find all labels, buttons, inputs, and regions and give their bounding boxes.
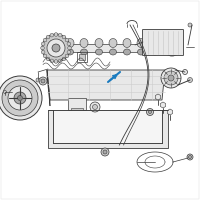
Circle shape [148,110,152,114]
Circle shape [146,108,154,116]
Polygon shape [48,110,168,148]
Circle shape [68,46,71,50]
Circle shape [67,50,71,54]
FancyBboxPatch shape [142,29,184,55]
Ellipse shape [66,38,74,47]
Circle shape [18,96,22,100]
Circle shape [14,92,26,104]
Ellipse shape [109,38,117,47]
Circle shape [42,34,70,62]
Circle shape [2,80,38,116]
Ellipse shape [152,49,158,55]
Circle shape [46,57,50,61]
Circle shape [164,71,178,85]
Circle shape [41,79,45,83]
Ellipse shape [95,38,103,47]
Circle shape [188,77,192,82]
Ellipse shape [80,38,88,47]
Polygon shape [167,109,173,115]
Polygon shape [47,70,50,106]
Circle shape [92,104,98,110]
Ellipse shape [124,49,130,55]
Circle shape [41,46,44,50]
Bar [53,110,162,143]
Circle shape [101,148,109,156]
Polygon shape [160,102,166,108]
Circle shape [164,40,180,56]
Ellipse shape [151,38,159,47]
Circle shape [8,86,32,110]
Ellipse shape [138,49,144,55]
Ellipse shape [123,38,131,47]
Ellipse shape [66,49,74,55]
Circle shape [4,90,6,94]
Circle shape [188,23,192,27]
Circle shape [103,150,107,154]
Circle shape [50,59,54,63]
Circle shape [50,33,54,37]
Bar [79,54,85,60]
Polygon shape [47,70,165,100]
Circle shape [62,35,66,39]
Circle shape [36,78,40,82]
Circle shape [46,35,50,39]
Circle shape [67,42,71,46]
Circle shape [65,54,69,58]
Circle shape [161,68,181,88]
Circle shape [188,156,192,158]
Ellipse shape [96,49,102,55]
Circle shape [39,77,47,85]
Circle shape [168,75,174,81]
Circle shape [62,57,66,61]
Circle shape [90,102,100,112]
Circle shape [58,33,62,37]
Circle shape [54,60,58,63]
Bar [68,98,86,110]
Circle shape [65,38,69,42]
Bar [77,52,87,62]
Circle shape [43,38,47,42]
Ellipse shape [80,49,88,55]
Circle shape [58,59,62,63]
Circle shape [187,154,193,160]
Circle shape [41,50,45,54]
Bar [58,44,170,52]
Bar [71,108,83,113]
Ellipse shape [137,38,145,47]
Circle shape [182,70,188,74]
Polygon shape [155,94,161,100]
Circle shape [41,42,45,46]
Circle shape [0,76,42,120]
Circle shape [47,39,65,57]
Circle shape [52,44,60,52]
Circle shape [43,54,47,58]
Circle shape [54,33,58,36]
Circle shape [167,43,177,53]
Ellipse shape [110,49,116,55]
